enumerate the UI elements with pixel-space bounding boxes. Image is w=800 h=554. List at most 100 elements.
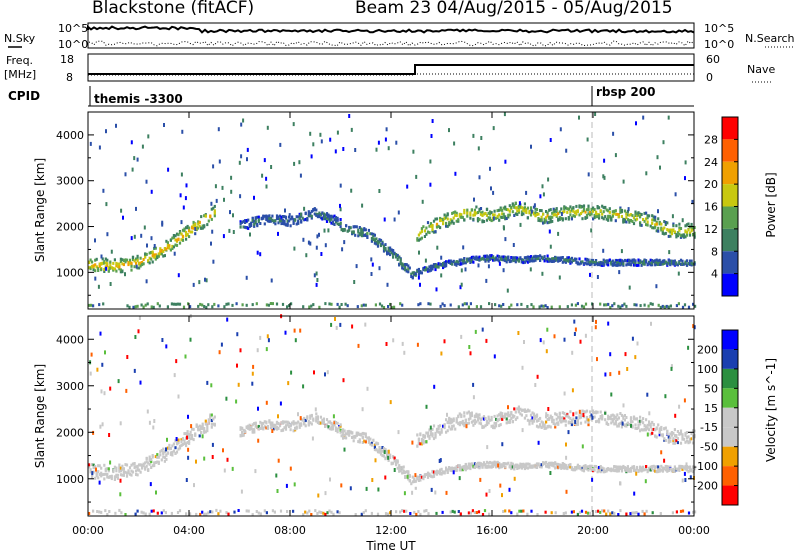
- power-cell: [629, 263, 633, 267]
- power-cell: [134, 305, 137, 309]
- velocity-cell: [570, 423, 573, 427]
- velocity-cell: [690, 437, 693, 441]
- power-cell: [112, 266, 115, 270]
- power-heatmap-data: [88, 112, 697, 310]
- velocity-cell: [342, 430, 345, 434]
- power-cell: [633, 303, 636, 307]
- velocity-cell: [382, 454, 386, 458]
- velocity-speckle: [663, 458, 666, 463]
- velocity-cell: [654, 428, 657, 432]
- velocity-cell: [493, 461, 496, 465]
- velocity-cell: [134, 512, 137, 516]
- power-speckle: [681, 218, 684, 223]
- power-cell: [499, 257, 502, 261]
- power-cell: [587, 208, 590, 212]
- velocity-cell: [507, 411, 510, 415]
- power-cell: [360, 230, 363, 234]
- power-cell: [445, 214, 448, 218]
- velocity-cell: [309, 421, 312, 425]
- velocity-cell: [601, 466, 604, 470]
- velocity-cell: [593, 468, 596, 472]
- velocity-cell: [623, 468, 626, 472]
- power-cell: [693, 226, 696, 229]
- velocity-cell: [514, 465, 517, 469]
- power-cell: [590, 262, 593, 266]
- velocity-cell: [532, 419, 536, 423]
- power-cell: [669, 304, 672, 308]
- velocity-speckle: [332, 414, 335, 419]
- velocity-cell: [325, 423, 329, 427]
- velocity-cell: [194, 433, 197, 437]
- velocity-cell: [669, 467, 672, 471]
- velocity-cell: [587, 418, 590, 422]
- velocity-speckle: [187, 414, 189, 419]
- power-cell: [146, 302, 149, 306]
- power-cell: [275, 302, 279, 306]
- power-cell: [446, 213, 449, 217]
- velocity-cell: [561, 411, 564, 415]
- power-cell: [448, 259, 451, 263]
- power-cell: [405, 263, 408, 267]
- power-cell: [661, 304, 664, 308]
- velocity-cell: [614, 469, 617, 473]
- velocity-cell: [284, 420, 288, 424]
- power-cell: [393, 305, 396, 309]
- velocity-cell: [563, 464, 566, 468]
- power-cell: [525, 208, 528, 212]
- power-cell: [417, 303, 420, 307]
- power-cell: [582, 305, 586, 309]
- power-cell: [543, 255, 546, 259]
- power-cell: [664, 231, 667, 235]
- velocity-cell: [376, 450, 380, 454]
- power-cell: [338, 305, 341, 309]
- power-speckle: [360, 233, 363, 238]
- power-cell: [410, 275, 413, 278]
- velocity-cell: [531, 421, 534, 425]
- power-cell: [463, 208, 466, 212]
- velocity-cell: [452, 424, 455, 428]
- velocity-cell: [319, 415, 322, 419]
- velocity-cell: [557, 415, 560, 419]
- velocity-cell: [492, 461, 495, 465]
- velocity-cell: [479, 463, 483, 467]
- velocity-speckle: [326, 370, 329, 375]
- velocity-cell: [207, 421, 210, 425]
- power-cell: [482, 212, 486, 216]
- velocity-cell: [358, 433, 361, 437]
- velocity-cell: [690, 468, 693, 472]
- power-cell: [649, 302, 652, 306]
- velocity-cell: [485, 421, 489, 425]
- velocity-cell: [692, 465, 695, 469]
- velocity-cell: [562, 512, 565, 515]
- power-cell: [505, 257, 508, 261]
- velocity-speckle: [324, 372, 326, 377]
- velocity-cell: [490, 461, 493, 465]
- power-cell: [578, 262, 581, 266]
- velocity-cell: [112, 469, 115, 472]
- velocity-colorbar-segment: [722, 446, 738, 467]
- velocity-cell: [490, 424, 493, 428]
- power-cell: [125, 258, 129, 262]
- velocity-cell: [119, 469, 122, 473]
- power-cell: [370, 232, 373, 236]
- velocity-cell: [658, 468, 661, 471]
- velocity-speckle: [285, 483, 288, 488]
- power-speckle: [303, 206, 306, 211]
- velocity-cell: [428, 472, 431, 476]
- velocity-cell: [457, 510, 460, 513]
- time-xlabel: Time UT: [365, 539, 416, 553]
- velocity-cell: [651, 465, 654, 469]
- power-cell: [492, 213, 495, 217]
- velocity-speckle: [635, 471, 638, 476]
- power-speckle: [217, 127, 220, 132]
- velocity-cell: [113, 478, 116, 481]
- power-speckle: [205, 278, 208, 283]
- power-speckle: [370, 272, 373, 276]
- velocity-speckle: [211, 455, 214, 459]
- power-cell: [330, 302, 333, 306]
- power-cell: [649, 263, 652, 267]
- power-cell: [508, 213, 511, 217]
- velocity-cell: [616, 417, 619, 421]
- velocity-cell: [611, 413, 614, 417]
- velocity-cell: [127, 470, 130, 474]
